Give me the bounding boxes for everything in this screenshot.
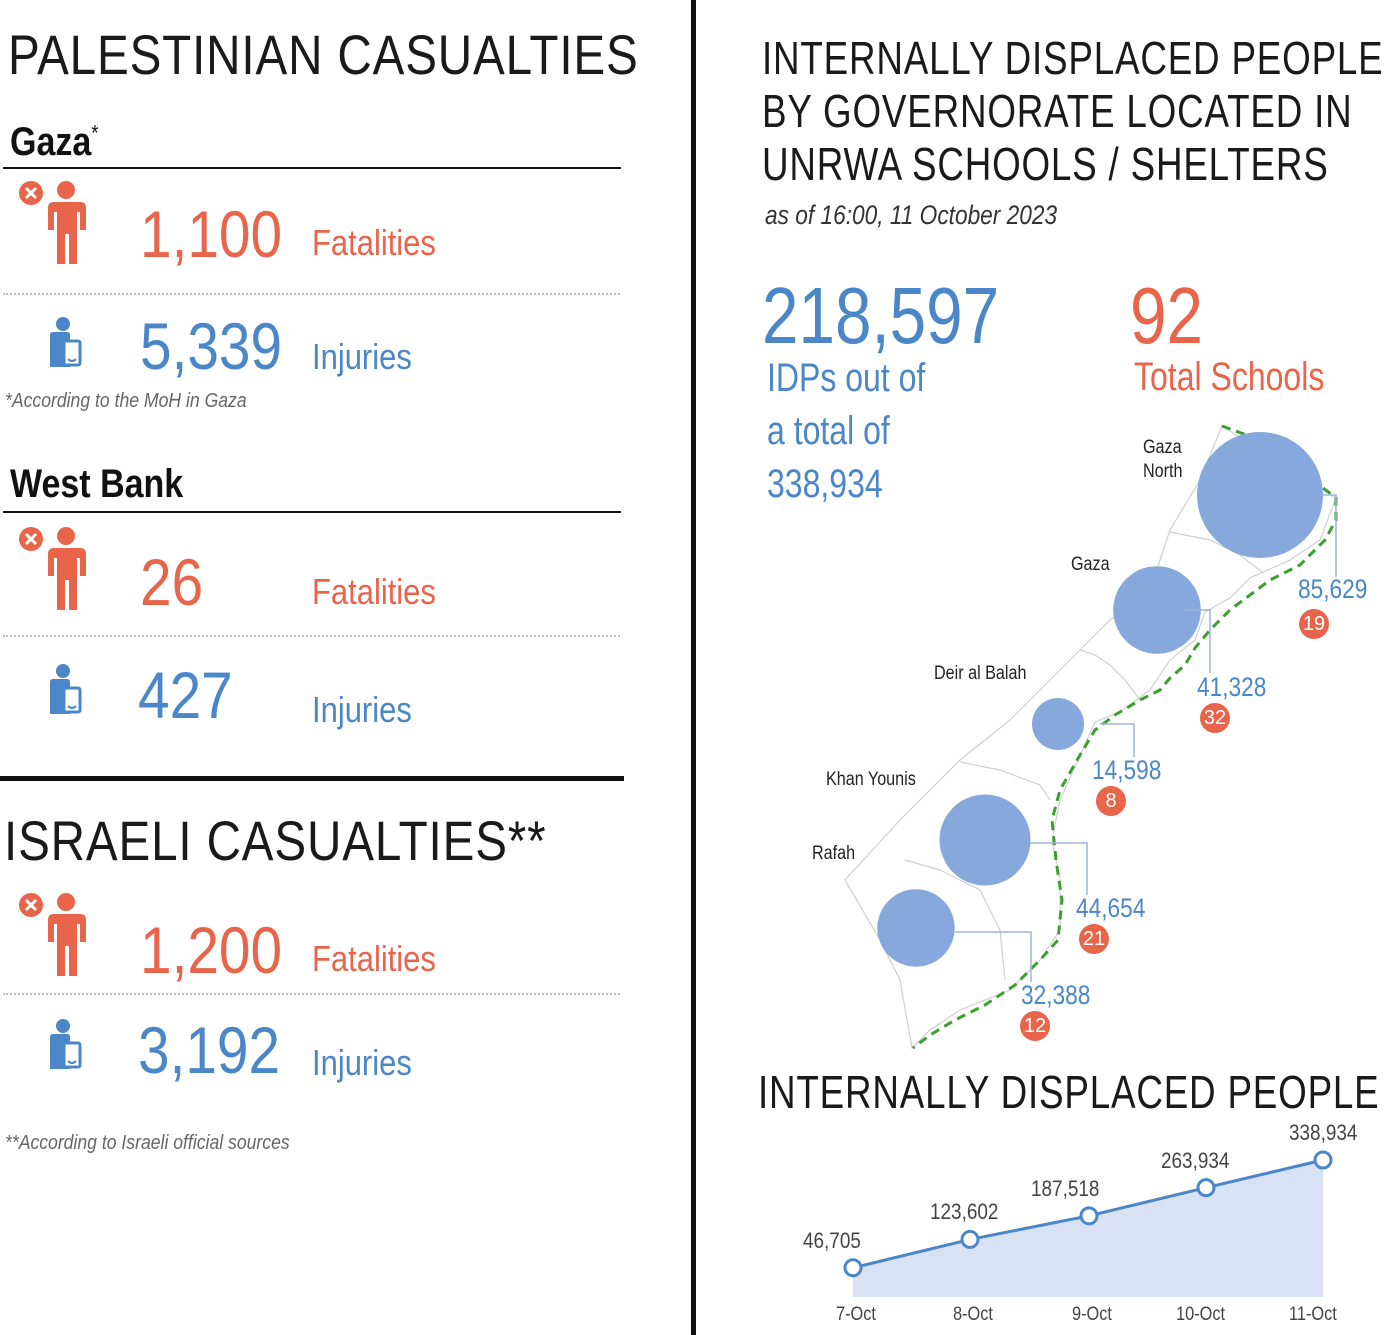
trend-point-8-oct — [960, 1229, 980, 1249]
trend-value-label-9-oct: 187,518 — [1031, 1175, 1100, 1201]
leader-line-khan-younis — [1030, 842, 1088, 895]
governorate-name-line: Deir al Balah — [934, 663, 1027, 684]
idps-label-line1: IDPs out of — [767, 356, 926, 400]
west-bank-injuries-label: Injuries — [312, 689, 412, 730]
israeli-injuries-label: Injuries — [312, 1042, 412, 1083]
gaza-fatalities-value: 1,100 — [140, 197, 283, 271]
idp-title: INTERNALLY DISPLACED PEOPLE BY GOVERNORA… — [762, 32, 1384, 191]
idp-title-line2: BY GOVERNORATE LOCATED IN — [762, 85, 1353, 137]
gaza-section-title: Gaza* — [10, 120, 99, 165]
idp-value-deir-al-balah: 14,598 — [1092, 755, 1162, 785]
x-tick-label-8-oct: 8-Oct — [953, 1304, 993, 1325]
west-bank-section-title: West Bank — [10, 462, 184, 506]
israeli-source-note: **According to Israeli official sources — [5, 1132, 290, 1154]
gaza-injuries-label: Injuries — [312, 336, 412, 377]
governorate-name-line: Khan Younis — [826, 769, 916, 790]
trend-value-label-10-oct: 263,934 — [1161, 1147, 1230, 1173]
trend-point-7-oct — [843, 1258, 863, 1278]
west-bank-dotted-separator — [3, 635, 620, 637]
gaza-injuries-value: 5,339 — [140, 309, 283, 383]
governorate-name-line: Rafah — [812, 843, 856, 864]
x-tick-label-11-oct: 11-Oct — [1289, 1304, 1337, 1325]
israeli-casualties-heading: ISRAELI CASUALTIES** — [4, 809, 547, 872]
bubble-deir-al-balah — [1032, 698, 1084, 750]
person-injury-icon — [50, 1019, 82, 1069]
west-bank-injuries-value: 427 — [138, 658, 233, 732]
governorate-name-rafah: Rafah — [812, 842, 855, 866]
column-divider — [691, 0, 696, 1335]
person-fatality-icon — [19, 893, 86, 976]
bubble-gaza-north — [1197, 432, 1323, 558]
gaza-rule — [3, 167, 621, 169]
israeli-injuries-value: 3,192 — [138, 1013, 281, 1087]
schools-badge-gaza-north: 19 — [1299, 609, 1329, 639]
schools-badge-deir-al-balah: 8 — [1096, 786, 1126, 816]
idp-trend-title: INTERNALLY DISPLACED PEOPLE — [758, 1066, 1380, 1118]
trend-point-9-oct — [1079, 1206, 1099, 1226]
total-idps-value: 218,597 — [762, 271, 1000, 360]
bubble-khan-younis — [939, 794, 1031, 886]
gaza-title-text: Gaza — [10, 120, 92, 164]
x-tick-label-9-oct: 9-Oct — [1072, 1304, 1112, 1325]
gaza-dotted-separator — [3, 293, 620, 295]
trend-value-label-11-oct: 338,934 — [1289, 1120, 1358, 1145]
gaza-source-note: *According to the MoH in Gaza — [5, 390, 247, 412]
idp-title-line1: INTERNALLY DISPLACED PEOPLE — [762, 32, 1384, 84]
leader-line-rafah — [955, 931, 1032, 982]
trend-point-10-oct — [1196, 1178, 1216, 1198]
idp-value-gaza-north: 85,629 — [1298, 574, 1368, 604]
section-divider — [0, 776, 624, 781]
person-fatality-icon — [19, 527, 86, 610]
governorate-name-gaza-north: Gaza North — [1143, 436, 1182, 484]
bubble-rafah — [877, 889, 955, 967]
governorate-name-khan-younis: Khan Younis — [826, 768, 916, 792]
person-fatality-icon — [19, 181, 86, 264]
x-tick-label-10-oct: 10-Oct — [1176, 1304, 1226, 1325]
west-bank-fatalities-value: 26 — [140, 545, 204, 619]
idp-title-line3: UNRWA SCHOOLS / SHELTERS — [762, 138, 1329, 190]
x-tick-label-7-oct: 7-Oct — [836, 1304, 876, 1325]
idp-value-gaza: 41,328 — [1197, 672, 1267, 702]
gaza-title-mark: * — [91, 120, 99, 146]
idp-value-khan-younis: 44,654 — [1076, 893, 1146, 923]
idps-label: IDPs out of a total of 338,934 — [767, 352, 925, 511]
idps-label-line2: a total of — [767, 409, 890, 453]
palestinian-casualties-heading: PALESTINIAN CASUALTIES — [8, 23, 639, 86]
israeli-fatalities-value: 1,200 — [140, 913, 283, 987]
west-bank-fatalities-label: Fatalities — [312, 571, 436, 612]
trend-point-11-oct — [1313, 1150, 1333, 1170]
governorate-name-gaza: Gaza — [1071, 553, 1110, 577]
governorate-name-line: North — [1143, 461, 1183, 482]
border-dashed-line — [912, 424, 1338, 1050]
governorate-name-line: Gaza — [1143, 437, 1182, 458]
total-schools-label: Total Schools — [1134, 355, 1325, 399]
idp-value-rafah: 32,388 — [1021, 980, 1091, 1010]
israeli-dotted-separator — [3, 993, 620, 995]
schools-badge-khan-younis: 21 — [1079, 924, 1109, 954]
schools-badge-gaza: 32 — [1200, 703, 1230, 733]
gaza-fatalities-label: Fatalities — [312, 222, 436, 263]
west-bank-rule — [3, 511, 621, 513]
idp-subtitle: as of 16:00, 11 October 2023 — [765, 200, 1058, 230]
schools-badge-rafah: 12 — [1020, 1011, 1050, 1041]
bubble-gaza — [1113, 566, 1201, 654]
total-schools-value: 92 — [1130, 271, 1203, 360]
person-injury-icon — [50, 317, 82, 367]
idps-label-line3: 338,934 — [767, 462, 883, 506]
leader-line-gaza-north — [1323, 494, 1337, 577]
governorate-name-deir-al-balah: Deir al Balah — [934, 662, 1026, 686]
person-injury-icon — [50, 664, 82, 714]
leader-line-deir-al-balah — [1100, 723, 1135, 757]
leader-line-gaza — [1183, 609, 1211, 673]
governorate-name-line: Gaza — [1071, 554, 1110, 575]
israeli-fatalities-label: Fatalities — [312, 938, 436, 979]
trend-value-label-7-oct: 46,705 — [803, 1227, 861, 1253]
trend-value-label-8-oct: 123,602 — [930, 1199, 999, 1225]
